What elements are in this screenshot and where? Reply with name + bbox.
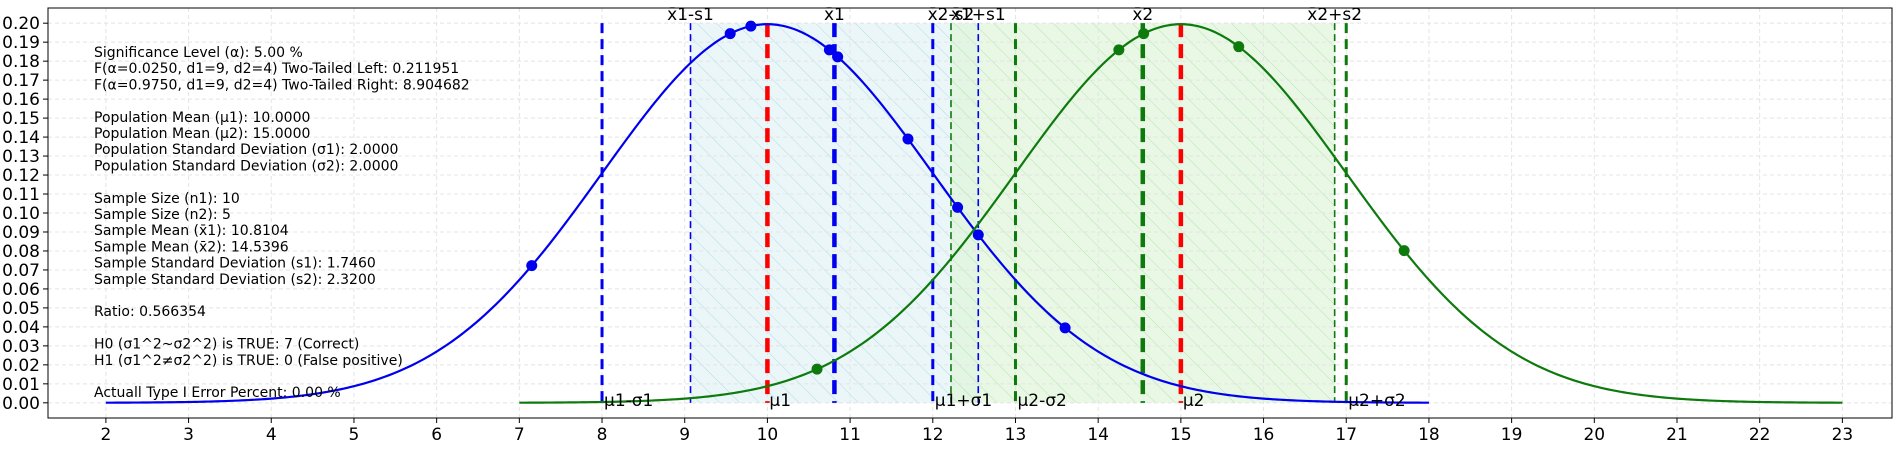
- annotation-line: Ratio: 0.566354: [94, 304, 206, 320]
- sample-point: [1138, 28, 1150, 40]
- sample-point: [724, 28, 736, 40]
- vline-bottom-label: μ2: [1183, 391, 1205, 411]
- y-tick-label: 0.12: [2, 166, 40, 186]
- annotation-line: Population Mean (μ2): 15.0000: [94, 126, 310, 142]
- sample-point: [832, 51, 844, 63]
- y-tick-label: 0.04: [2, 318, 40, 338]
- y-tick-label: 0.18: [2, 52, 40, 72]
- x-tick-label: 6: [431, 425, 442, 445]
- x-tick-label: 14: [1087, 425, 1109, 445]
- x-tick-label: 16: [1253, 425, 1275, 445]
- annotation-line: H1 (σ1^2≠σ2^2) is TRUE: 0 (False positiv…: [94, 353, 403, 369]
- x-tick-label: 20: [1583, 425, 1605, 445]
- y-tick-label: 0.11: [2, 185, 40, 205]
- x-tick-label: 23: [1832, 425, 1854, 445]
- annotation-line: Actuall Type I Error Percent: 0.00 %: [94, 385, 341, 401]
- x-tick-label: 8: [597, 425, 608, 445]
- vline-top-label: x̄1-s1: [667, 5, 714, 25]
- x-tick-label: 18: [1418, 425, 1440, 445]
- vline-top-label: x̄2+s2: [1307, 5, 1362, 25]
- annotation-line: Population Standard Deviation (σ2): 2.00…: [94, 158, 398, 174]
- annotation-line: Sample Standard Deviation (s2): 2.3200: [94, 272, 376, 288]
- y-tick-label: 0.13: [2, 147, 40, 167]
- y-tick-label: 0.19: [2, 33, 40, 53]
- annotation-line: Significance Level (α): 5.00 %: [94, 45, 303, 61]
- y-tick-label: 0.06: [2, 280, 40, 300]
- x-tick-label: 11: [839, 425, 861, 445]
- x-tick-label: 19: [1501, 425, 1523, 445]
- y-tick-label: 0.15: [2, 109, 40, 129]
- y-tick-label: 0.01: [2, 375, 40, 395]
- vline-bottom-label: μ2-σ2: [1017, 391, 1066, 411]
- sample-point: [526, 260, 538, 272]
- vline-bottom-label: μ1+σ1: [935, 391, 992, 411]
- sample-point: [811, 363, 823, 375]
- x-tick-label: 4: [266, 425, 277, 445]
- sample-point: [823, 44, 835, 56]
- sample-point: [1113, 44, 1125, 56]
- x-tick-label: 13: [1005, 425, 1027, 445]
- x-tick-label: 10: [757, 425, 779, 445]
- x-tick-label: 2: [100, 425, 111, 445]
- vline-bottom-label: μ1: [769, 391, 791, 411]
- annotation-line: Sample Size (n2): 5: [94, 207, 231, 223]
- x-tick-label: 15: [1170, 425, 1192, 445]
- distribution-curve-1: [105, 23, 1429, 404]
- y-tick-label: 0.08: [2, 242, 40, 262]
- x-tick-label: 12: [922, 425, 944, 445]
- y-tick-label: 0.09: [2, 223, 40, 243]
- y-tick-label: 0.14: [2, 128, 40, 148]
- sample-point: [1398, 245, 1410, 257]
- sample-point: [1059, 322, 1071, 334]
- y-tick-label: 0.20: [2, 14, 40, 34]
- y-tick-label: 0.10: [2, 204, 40, 224]
- x-tick-label: 3: [183, 425, 194, 445]
- sample-point: [1233, 41, 1245, 53]
- annotation-line: Population Mean (μ1): 10.0000: [94, 110, 310, 126]
- annotation-line: Population Standard Deviation (σ1): 2.00…: [94, 142, 398, 158]
- y-tick-label: 0.17: [2, 71, 40, 91]
- y-tick-label: 0.16: [2, 90, 40, 110]
- annotation-line: F(α=0.0250, d1=9, d2=4) Two-Tailed Left:…: [94, 61, 459, 77]
- vline-bottom-label: μ2+σ2: [1348, 391, 1405, 411]
- sample-point: [952, 201, 964, 213]
- vline-bottom-label: μ1-σ1: [604, 391, 653, 411]
- annotation-line: Sample Mean (x̄1): 10.8104: [94, 223, 289, 239]
- x-tick-label: 17: [1335, 425, 1357, 445]
- x-tick-label: 21: [1666, 425, 1688, 445]
- distribution-curve-2: [519, 23, 1843, 404]
- annotation-line: Sample Size (n1): 10: [94, 191, 240, 207]
- y-tick-label: 0.05: [2, 299, 40, 319]
- y-tick-label: 0.02: [2, 356, 40, 376]
- x-tick-label: 9: [679, 425, 690, 445]
- vline-top-label: x̄2: [1132, 5, 1153, 25]
- y-tick-label: 0.03: [2, 337, 40, 357]
- vline-top-label: x̄2-s2: [928, 5, 975, 25]
- x-tick-label: 5: [349, 425, 360, 445]
- y-tick-label: 0.07: [2, 261, 40, 281]
- x-tick-label: 22: [1749, 425, 1771, 445]
- vline-top-label: x̄1: [824, 5, 845, 25]
- x-tick-label: 7: [514, 425, 525, 445]
- sample-point: [902, 133, 914, 145]
- annotation-line: F(α=0.9750, d1=9, d2=4) Two-Tailed Right…: [94, 77, 470, 93]
- annotation-line: H0 (σ1^2~σ2^2) is TRUE: 7 (Correct): [94, 337, 359, 353]
- annotation-line: Sample Standard Deviation (s1): 1.7460: [94, 256, 376, 272]
- vline-top-label: x̄1+s1: [951, 5, 1006, 25]
- y-tick-label: 0.00: [2, 394, 40, 414]
- sample-point: [972, 229, 984, 241]
- annotation-line: Sample Mean (x̄2): 14.5396: [94, 239, 289, 255]
- sample-point: [745, 20, 757, 32]
